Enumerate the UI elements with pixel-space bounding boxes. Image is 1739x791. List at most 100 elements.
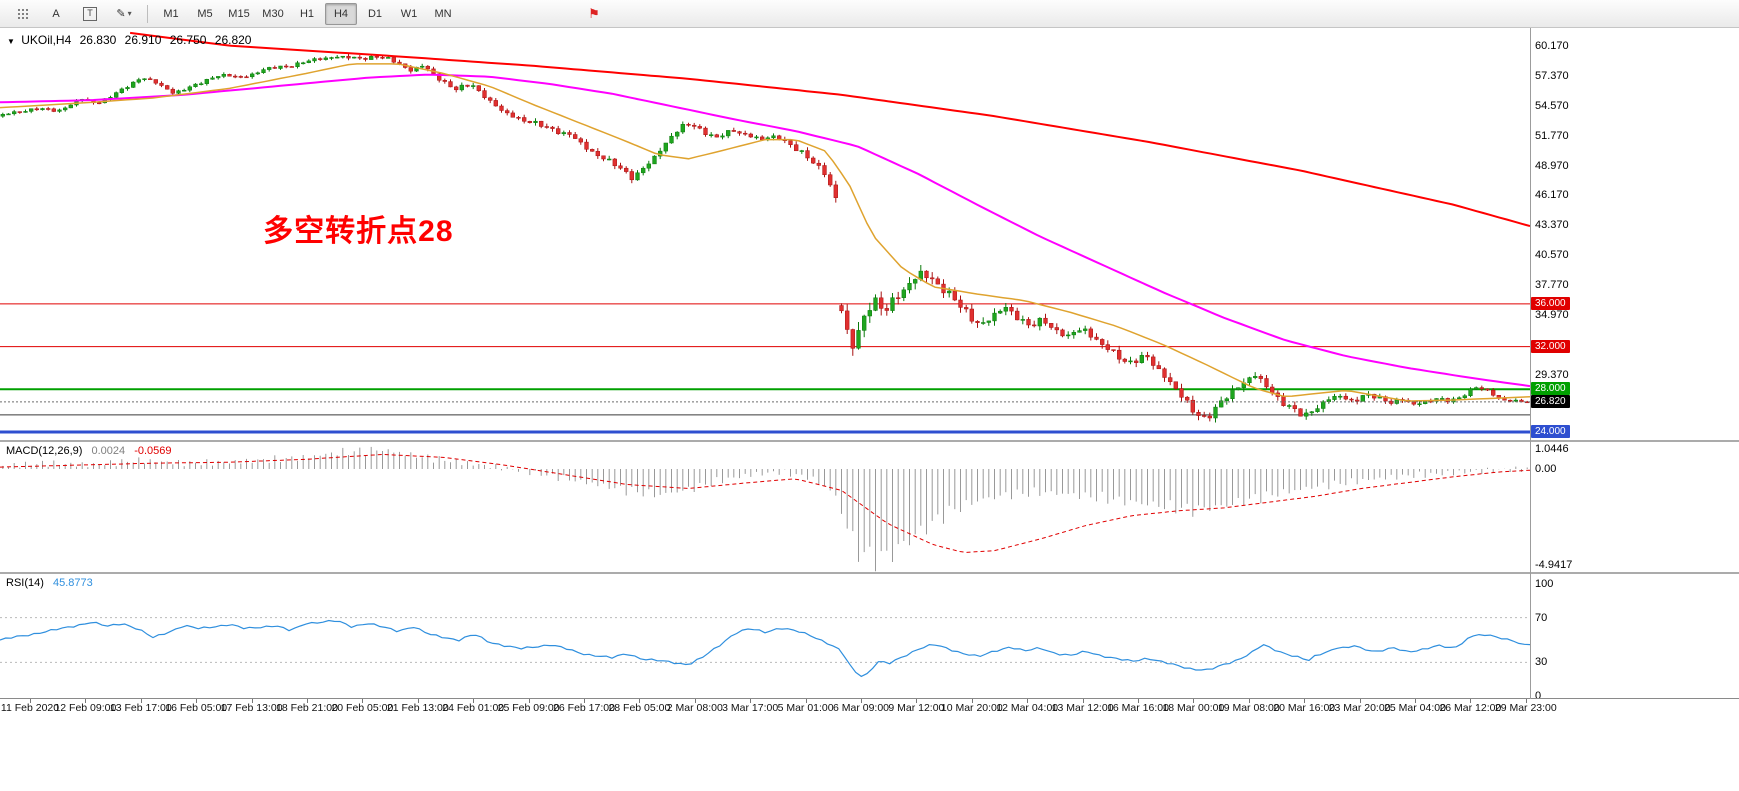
time-tick <box>528 699 530 703</box>
draw-tools-icon[interactable]: ✎ ▾ <box>108 3 140 25</box>
time-tick-label: 12 Mar 04:00 <box>996 702 1059 714</box>
timeframe-w1[interactable]: W1 <box>400 7 418 20</box>
time-tick-label: 13 Feb 17:00 <box>109 702 172 714</box>
macd-main-value: 0.0024 <box>91 445 126 457</box>
time-tick <box>30 699 31 703</box>
time-tick <box>1027 699 1029 703</box>
price-tick-label: 48.970 <box>1535 159 1569 172</box>
time-tick-label: 26 Feb 17:00 <box>553 702 615 714</box>
rsi-tick-label: 0 <box>1535 689 1542 702</box>
time-tick-label: 19 Mar 08:00 <box>1217 702 1280 714</box>
time-tick <box>861 699 862 703</box>
price-level-tag: 24.000 <box>1531 424 1570 438</box>
timeframe-m1[interactable]: M1 <box>163 7 179 20</box>
ma-lines-layer <box>0 31 1530 402</box>
timeframe-h1[interactable]: H1 <box>299 7 315 20</box>
price-tick-label: 46.170 <box>1535 189 1569 202</box>
macd-tick-label: -4.9417 <box>1535 559 1573 572</box>
timeframe-h4[interactable]: H4 <box>325 2 357 25</box>
macd-axis[interactable]: 1.0446 0.00 -4.9417 <box>1530 442 1739 572</box>
macd-chart[interactable] <box>0 442 1530 572</box>
text-label-tool-icon[interactable]: T <box>74 3 106 25</box>
letter-t-glyph: T <box>83 6 97 21</box>
price-tick-label: 57.370 <box>1535 69 1569 82</box>
time-tick-label: 13 Mar 12:00 <box>1051 702 1114 714</box>
time-tick <box>1525 699 1527 703</box>
pane-resize-handle[interactable] <box>0 440 1739 442</box>
text-annotation-tool-icon[interactable]: A <box>40 3 72 25</box>
timeframe-m15[interactable]: M15 <box>228 7 250 20</box>
price-level-tag: 28.000 <box>1531 382 1570 396</box>
time-tick <box>85 699 87 703</box>
time-tick-label: 25 Mar 04:00 <box>1384 702 1446 714</box>
time-tick-label: 11 Feb 2020 <box>0 702 60 714</box>
rsi-value: 45.8773 <box>52 577 93 589</box>
macd-header: MACD(12,26,9) 0.0024 -0.0569 <box>6 445 178 457</box>
time-axis[interactable]: 11 Feb 2020 12 Feb 09:00 13 Feb 17:00 16 Fe… <box>0 698 1739 716</box>
time-tick <box>1248 699 1250 703</box>
time-tick-label: 18 Feb 21:00 <box>276 702 338 714</box>
candles-layer <box>0 54 1530 423</box>
time-tick-label: 16 Mar 16:00 <box>1107 702 1169 714</box>
price-tick-label: 37.770 <box>1535 279 1569 292</box>
current-price-tag: 26.820 <box>1531 394 1570 408</box>
candlestick-chart[interactable] <box>0 28 1530 440</box>
chevron-down-icon: ▾ <box>127 9 132 18</box>
time-tick <box>417 699 419 703</box>
triangle-down-icon[interactable]: ▼ <box>7 37 15 46</box>
ma-medium-magenta <box>0 73 1530 388</box>
symbol-name: UKOil,H4 <box>21 33 72 47</box>
pane-resize-handle[interactable] <box>0 572 1739 574</box>
chart-annotation-text[interactable]: 多空转折点28 <box>263 214 454 248</box>
rsi-line <box>0 619 1530 678</box>
macd-signal-line <box>0 453 1530 553</box>
rsi-label: RSI(14) <box>6 577 44 589</box>
time-tick <box>805 699 807 703</box>
price-pane: ▼ UKOil,H4 26.830 26.910 26.750 26.820 多… <box>0 28 1739 440</box>
timeframe-m5[interactable]: M5 <box>197 7 213 20</box>
timeframe-m30[interactable]: M30 <box>262 7 284 20</box>
price-axis[interactable]: 60.170 57.370 54.570 51.770 48.970 46.170 43.3… <box>1530 28 1739 440</box>
time-tick-label: 9 Mar 12:00 <box>888 702 945 714</box>
macd-tick-label: 0.00 <box>1535 463 1557 475</box>
price-tick-label: 34.970 <box>1535 308 1569 321</box>
macd-tick-label: 1.0446 <box>1535 442 1569 455</box>
time-tick-label: 26 Mar 12:00 <box>1439 702 1502 714</box>
time-tick <box>1082 699 1084 703</box>
time-tick-label: 10 Mar 20:00 <box>940 702 1003 714</box>
timeframe-d1[interactable]: D1 <box>367 7 383 20</box>
price-tick-label: 54.570 <box>1535 99 1569 112</box>
rsi-tick-label: 100 <box>1535 577 1554 590</box>
price-tick-label: 43.370 <box>1535 219 1569 232</box>
grid-icon[interactable] <box>6 3 38 25</box>
ma-slow-red <box>129 31 1530 228</box>
symbol-ohlc-header: ▼ UKOil,H4 26.830 26.910 26.750 26.820 <box>7 33 256 47</box>
time-tick-label: 24 Feb 01:00 <box>442 702 505 714</box>
macd-histogram-layer <box>2 446 1528 572</box>
time-tick <box>140 699 142 703</box>
rsi-header: RSI(14) 45.8773 <box>6 577 99 589</box>
time-tick <box>750 699 752 703</box>
macd-pane: MACD(12,26,9) 0.0024 -0.0569 1.0446 0.00 -… <box>0 442 1739 572</box>
bar-open-value: 26.830 <box>79 33 117 47</box>
rsi-axis[interactable]: 100 70 30 0 <box>1530 574 1739 702</box>
time-tick <box>307 699 308 703</box>
time-tick <box>1470 699 1472 703</box>
letter-a-glyph: A <box>52 7 60 20</box>
rsi-tick-label: 30 <box>1535 656 1548 669</box>
time-tick <box>1193 699 1195 703</box>
time-tick-label: 29 Mar 23:00 <box>1494 702 1557 714</box>
time-tick-label: 28 Feb 05:00 <box>608 702 671 714</box>
time-tick <box>251 699 253 703</box>
time-tick-label: 20 Feb 05:00 <box>331 702 394 714</box>
timeframe-mn[interactable]: MN <box>434 7 452 20</box>
rsi-tick-label: 70 <box>1535 611 1548 624</box>
flag-icon[interactable]: ⚑ <box>588 5 600 21</box>
time-tick-label: 21 Feb 13:00 <box>386 702 449 714</box>
rsi-chart[interactable] <box>0 574 1530 698</box>
time-tick <box>639 699 641 703</box>
time-tick-label: 17 Feb 13:00 <box>220 702 283 714</box>
price-level-tag: 36.000 <box>1531 296 1570 310</box>
time-tick <box>473 699 475 703</box>
grid-icon-glyph <box>15 7 29 20</box>
